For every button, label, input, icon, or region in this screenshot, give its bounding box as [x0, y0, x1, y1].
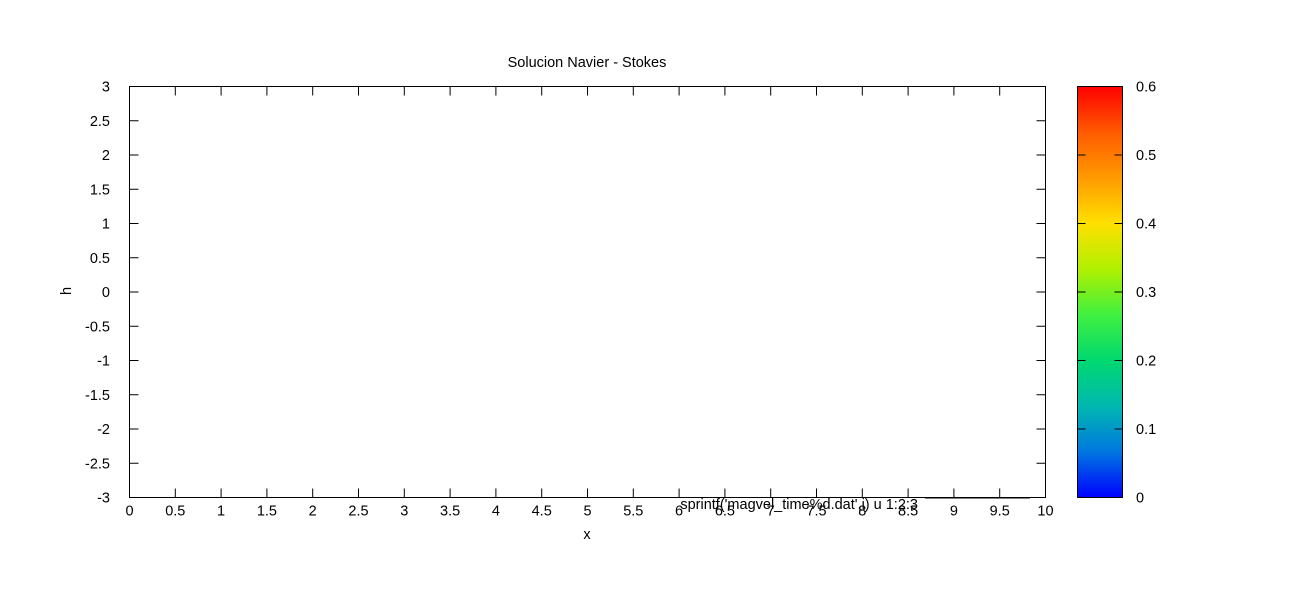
x-tick-label: 3.5: [440, 504, 460, 520]
colorbar-tick-label: 0.5: [1136, 148, 1156, 164]
x-tick-label: 9.5: [990, 504, 1010, 520]
x-tick-label: 0: [125, 504, 133, 520]
x-tick-label: 5: [583, 504, 591, 520]
x-tick-label: 1.5: [257, 504, 277, 520]
x-axis-label: x: [583, 527, 591, 543]
x-axis-ticks: 0 0.5 1 1.5 2 2.5 3 3.5 4 4.5 5 5.5 6 6.5 7 7.5 8 8.5 9 9.5…: [125, 86, 1054, 520]
x-tick-label: 7.5: [806, 504, 826, 520]
y-tick-label: -2.5: [85, 456, 110, 472]
colorbar-tick-label: 0.1: [1136, 422, 1156, 438]
x-tick-label: 2.5: [348, 504, 368, 520]
y-axis-label: h: [59, 287, 75, 295]
x-tick-label: 5.5: [623, 504, 643, 520]
y-tick-label: -1: [97, 354, 110, 370]
x-tick-label: 4.5: [532, 504, 552, 520]
colorbar-tick-label: 0.6: [1136, 80, 1156, 96]
colorbar-tick-label: 0.2: [1136, 354, 1156, 370]
colorbar-tick-label: 0.3: [1136, 285, 1156, 301]
plot-area: [129, 86, 1046, 498]
x-tick-label: 6.5: [715, 504, 735, 520]
y-tick-label: 2.5: [90, 114, 110, 130]
x-tick-label: 7: [767, 504, 775, 520]
x-tick-label: 8: [858, 504, 866, 520]
x-tick-label: 2: [309, 504, 317, 520]
x-tick-label: 4: [492, 504, 500, 520]
y-tick-label: -2: [97, 422, 110, 438]
x-tick-label: 9: [950, 504, 958, 520]
y-tick-label: 0.5: [90, 251, 110, 267]
y-axis-ticks: -3 -2.5 -2 -1.5 -1 -0.5 0 0.5 1 1.5 2 2.5 3: [85, 80, 1046, 507]
legend-label: sprintf('magvel_time%d.dat',i) u 1:2:3: [680, 497, 918, 513]
chart-title: Solucion Navier - Stokes: [508, 55, 667, 71]
x-tick-label: 0.5: [165, 504, 185, 520]
y-tick-label: -1.5: [85, 388, 110, 404]
x-tick-label: 6: [675, 504, 683, 520]
colorbar-ticks: 0 0.1 0.2 0.3 0.4 0.5 0.6: [1077, 80, 1156, 507]
y-tick-label: 1.5: [90, 182, 110, 198]
colorbar-tick-label: 0.4: [1136, 217, 1156, 233]
y-tick-label: 1: [102, 217, 110, 233]
y-tick-label: -0.5: [85, 319, 110, 335]
x-tick-label: 3: [400, 504, 408, 520]
y-tick-label: 3: [102, 80, 110, 96]
y-tick-label: 2: [102, 148, 110, 164]
x-tick-label: 1: [217, 504, 225, 520]
y-tick-label: 0: [102, 285, 110, 301]
y-tick-label: -3: [97, 491, 110, 507]
x-tick-label: 8.5: [898, 504, 918, 520]
x-tick-label: 10: [1037, 504, 1053, 520]
colorbar-tick-label: 0: [1136, 491, 1144, 507]
